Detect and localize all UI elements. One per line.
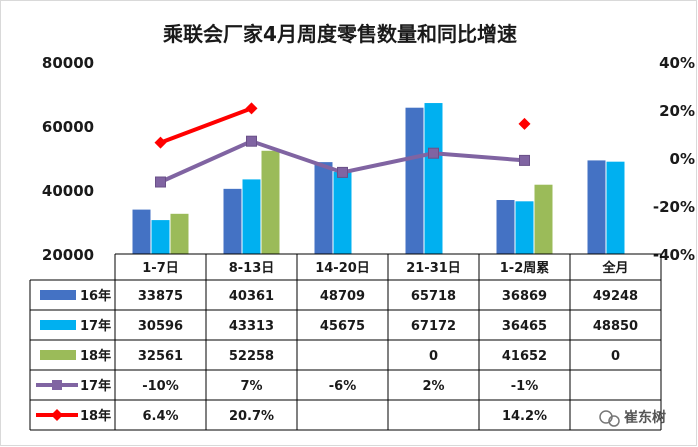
bar — [405, 107, 424, 255]
bar — [587, 160, 606, 254]
legend-key-marker — [51, 409, 63, 421]
series-name: 17年 — [80, 318, 111, 334]
right-axis-ticks: 40% 20% 0% -20% -40% — [653, 54, 695, 264]
data-label: 40361 — [229, 289, 274, 304]
data-label: -10% — [142, 379, 179, 394]
data-label: 33875 — [138, 289, 183, 304]
bar — [170, 213, 189, 254]
line-point — [245, 102, 258, 115]
data-label: -6% — [329, 379, 356, 394]
watermark: 崔东树 — [599, 409, 666, 427]
category-label: 21-31日 — [406, 261, 461, 276]
category-label: 8-13日 — [229, 261, 275, 276]
data-label: 36869 — [502, 289, 547, 304]
data-label: 0 — [429, 349, 438, 364]
data-label: 6.4% — [142, 409, 178, 424]
line-point — [428, 147, 439, 159]
right-tick-label: 40% — [659, 54, 695, 72]
category-label: 1-2周累 — [500, 260, 550, 276]
bar — [151, 220, 170, 254]
line-point — [518, 117, 531, 130]
line-point — [246, 135, 257, 147]
bar — [132, 209, 151, 254]
data-label: 7% — [240, 379, 262, 394]
data-label: 48709 — [320, 289, 365, 304]
bar — [606, 161, 625, 254]
chart-title: 乘联会厂家4月周度零售数量和同比增速 — [162, 22, 517, 46]
legend-key — [40, 290, 76, 300]
bar — [515, 201, 534, 254]
bar — [223, 188, 242, 254]
category-label: 全月 — [601, 260, 628, 276]
line-point — [154, 136, 167, 149]
series-line — [159, 106, 253, 145]
bar — [333, 171, 352, 254]
data-label: 14.2% — [502, 409, 547, 424]
line-point — [519, 154, 530, 166]
right-tick-label: -40% — [653, 246, 695, 264]
series-name: 17年 — [80, 378, 111, 394]
series-name: 16年 — [80, 288, 111, 304]
wechat-icon-inner — [608, 415, 620, 427]
bars — [132, 103, 625, 255]
data-label: 30596 — [138, 319, 183, 334]
data-label: 32561 — [138, 349, 183, 364]
data-label: 49248 — [593, 289, 638, 304]
left-tick-label: 20000 — [42, 246, 94, 264]
series-name: 18年 — [80, 408, 111, 424]
right-tick-label: 20% — [659, 102, 695, 120]
left-tick-label: 80000 — [42, 54, 94, 72]
data-label: 36465 — [502, 319, 547, 334]
bar — [314, 162, 333, 254]
right-tick-label: 0% — [670, 150, 695, 168]
lines — [154, 102, 531, 188]
left-tick-label: 60000 — [42, 118, 94, 136]
bar — [261, 150, 280, 254]
data-label: 2% — [422, 379, 444, 394]
bar — [242, 179, 261, 254]
left-tick-label: 40000 — [42, 182, 94, 200]
category-label: 14-20日 — [315, 261, 370, 276]
legend-key — [40, 320, 76, 330]
data-label: 43313 — [229, 319, 274, 334]
data-label: 41652 — [502, 349, 547, 364]
data-table: 1-7日 8-13日 14-20日 21-31日 1-2周累 全月 16年 33875 4036… — [29, 253, 662, 431]
watermark-text: 崔东树 — [624, 409, 666, 426]
line-point — [155, 176, 166, 188]
right-tick-label: -20% — [653, 198, 695, 216]
data-label: 48850 — [593, 319, 638, 334]
category-label: 1-7日 — [142, 261, 179, 276]
legend-key — [40, 350, 76, 360]
data-label: 52258 — [229, 349, 274, 364]
bar — [496, 200, 515, 254]
data-label: 0 — [611, 349, 620, 364]
legend-key-marker — [52, 380, 62, 390]
left-axis-ticks: 80000 60000 40000 20000 — [42, 54, 94, 264]
data-label: 67172 — [411, 319, 456, 334]
data-label: 45675 — [320, 319, 365, 334]
line-point — [337, 166, 348, 178]
data-label: 20.7% — [229, 409, 274, 424]
bar — [424, 103, 443, 255]
bar — [534, 184, 553, 254]
series-name: 18年 — [80, 348, 111, 364]
data-label: -1% — [511, 379, 538, 394]
data-label: 65718 — [411, 289, 456, 304]
